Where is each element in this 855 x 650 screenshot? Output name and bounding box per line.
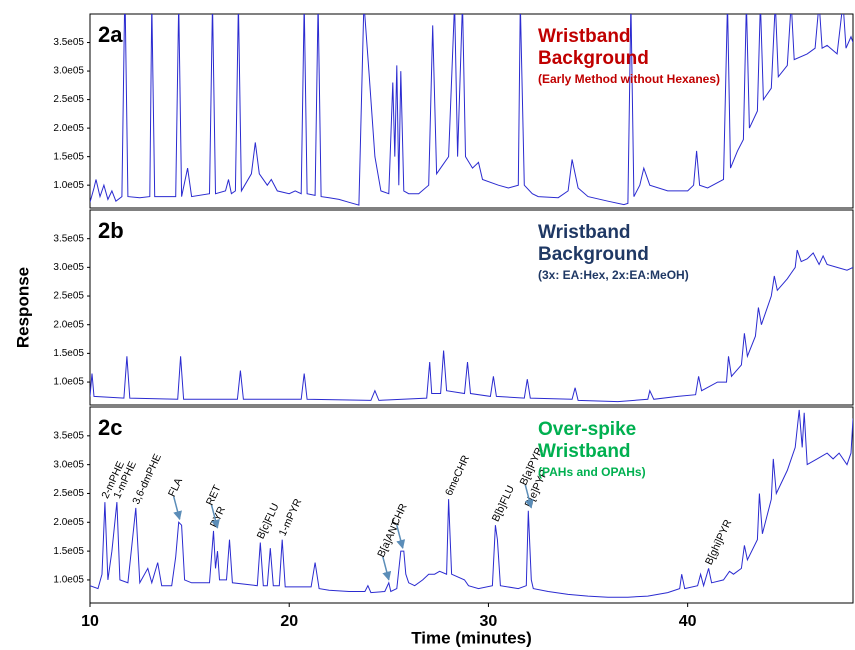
y-axis-label: Response (13, 267, 32, 348)
y-tick-label: 2.0e05 (53, 319, 84, 330)
panel-label: 2c (98, 415, 122, 440)
y-tick-label: 3.5e05 (53, 430, 84, 441)
panel-title: Over-spike Wristband (538, 419, 637, 462)
panel-frame (89, 406, 854, 604)
annotation-arrow (396, 524, 406, 549)
peak-label: 6meCHR (443, 453, 472, 498)
y-tick-label: 3.0e05 (53, 66, 84, 77)
y-tick-label: 2.5e05 (53, 291, 84, 302)
y-tick-label: 3.0e05 (53, 262, 84, 273)
panel-label: 2a (98, 22, 123, 47)
trace (90, 409, 853, 598)
y-tick-label: 2.0e05 (53, 517, 84, 528)
x-axis-label: Time (minutes) (411, 628, 532, 647)
peak-label: RET (204, 483, 224, 508)
x-tick-label: 30 (480, 613, 498, 630)
y-tick-label: 2.5e05 (53, 488, 84, 499)
panel-title: Wristband Background (538, 222, 649, 265)
y-tick-label: 3.5e05 (53, 37, 84, 48)
y-tick-label: 2.0e05 (53, 123, 84, 134)
y-tick-label: 2.5e05 (53, 94, 84, 105)
peak-label: 1-mPYR (277, 497, 305, 538)
panel-subtitle: (PAHs and OPAHs) (538, 465, 646, 479)
y-tick-label: 3.5e05 (53, 233, 84, 244)
annotation-arrow (210, 504, 220, 529)
y-tick-label: 1.0e05 (53, 180, 84, 191)
trace (90, 249, 853, 403)
peak-label: FLA (166, 476, 185, 499)
annotation-arrow (524, 484, 534, 509)
peak-label: CHR (389, 501, 410, 527)
panel-subtitle: (Early Method without Hexanes) (538, 72, 721, 86)
panel-title: Wristband Background (538, 26, 649, 69)
peak-label: 3,6-dmPHE (130, 452, 164, 506)
peak-label: B[c]FLU (255, 501, 282, 540)
annotation-arrow (382, 556, 392, 581)
y-tick-label: 1.0e05 (53, 575, 84, 586)
panel-frame (89, 13, 854, 209)
y-tick-label: 1.0e05 (53, 377, 84, 388)
panel-label: 2b (98, 218, 124, 243)
trace (90, 14, 853, 206)
x-tick-label: 20 (280, 613, 298, 630)
x-tick-label: 10 (81, 613, 99, 630)
annotation-arrow (172, 496, 182, 521)
y-tick-label: 1.5e05 (53, 546, 84, 557)
y-tick-label: 1.5e05 (53, 348, 84, 359)
peak-label: B[ghi]PYR (703, 518, 735, 567)
panel-subtitle: (3x: EA:Hex, 2x:EA:MeOH) (538, 268, 689, 282)
peak-label: PYR (208, 504, 228, 529)
peak-label: B[b]FLU (490, 484, 517, 524)
y-tick-label: 3.0e05 (53, 459, 84, 470)
panel-frame (89, 209, 854, 406)
y-tick-label: 1.5e05 (53, 151, 84, 162)
x-tick-label: 40 (679, 613, 697, 630)
